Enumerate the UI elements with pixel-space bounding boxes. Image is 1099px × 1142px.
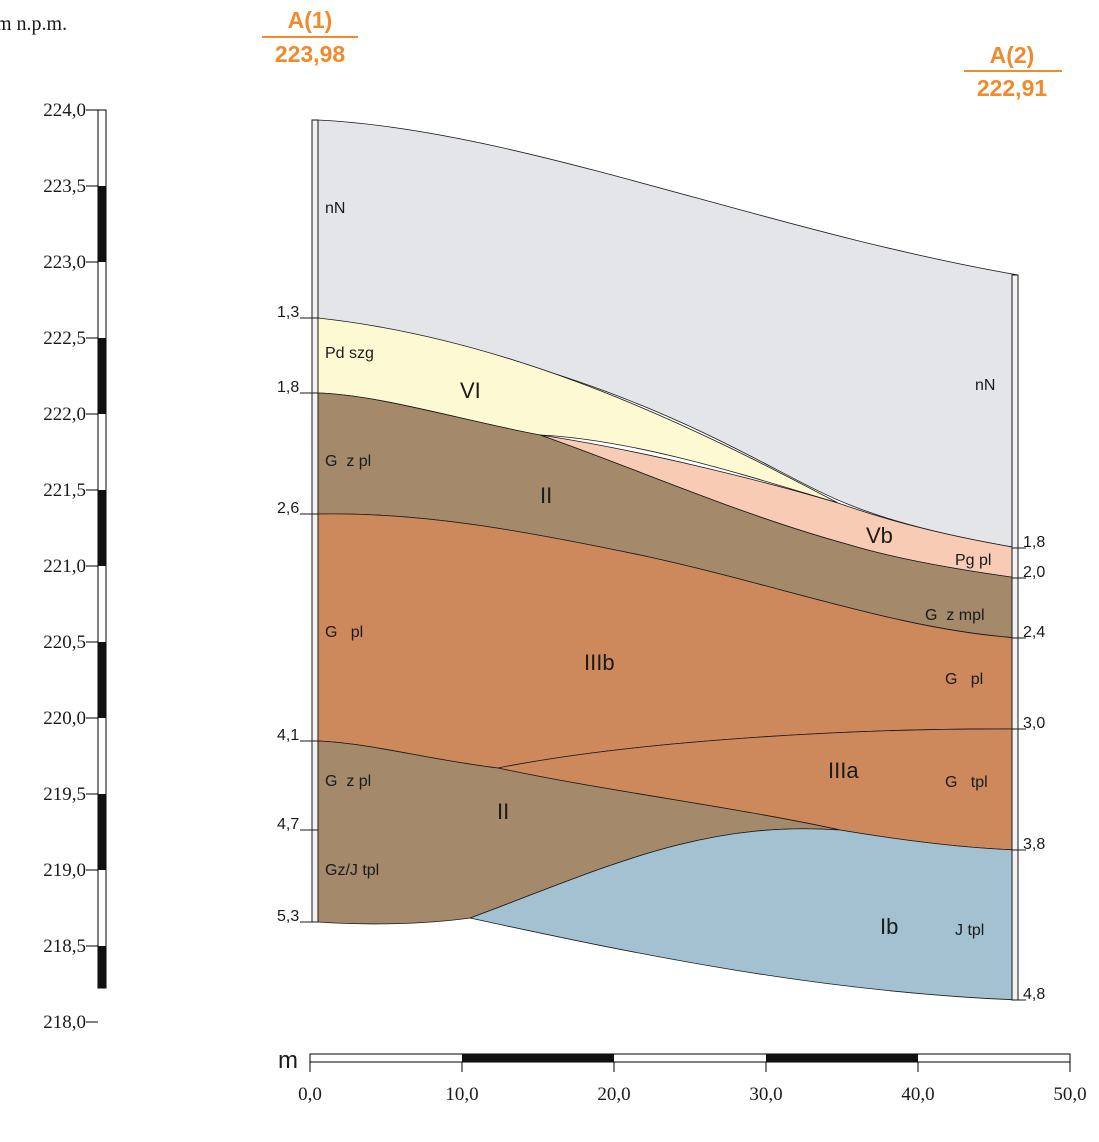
layer-numbers: VI II Vb IIIb IIIa II Ib — [460, 378, 898, 939]
elevation-tick-label: 222,0 — [43, 404, 86, 425]
depth-label: 4,1 — [277, 727, 299, 744]
layer-number: IIIb — [584, 650, 615, 675]
soil-label: nN — [325, 200, 345, 217]
right-depth-labels: 1,8 2,0 2,4 3,0 3,8 4,8 — [1023, 534, 1045, 1003]
soil-label: G z mpl — [925, 607, 985, 624]
soil-label: G pl — [945, 671, 983, 688]
elevation-tick-label: 223,5 — [43, 176, 86, 197]
soil-label: J tpl — [955, 922, 984, 939]
right-soil-labels: nN Pg pl G z mpl G pl G tpl J tpl — [925, 377, 995, 939]
depth-label: 2,4 — [1023, 624, 1045, 641]
elevation-tick-label: 221,0 — [43, 556, 86, 577]
elevation-tick-label: 219,0 — [43, 860, 86, 881]
soil-label: G z pl — [325, 773, 371, 790]
distance-tick-label: 20,0 — [597, 1084, 630, 1105]
scale-segment-black — [98, 338, 106, 414]
elevation-tick-label: 222,5 — [43, 328, 86, 349]
scale-segment-black — [98, 186, 106, 262]
borehole-elevation: 223,98 — [275, 41, 346, 67]
horizontal-unit-label: m — [278, 1047, 298, 1074]
depth-label: 1,3 — [277, 304, 299, 321]
borehole-header-A2: A(2) 222,91 — [964, 42, 1062, 101]
layer-number: Vb — [866, 523, 893, 548]
borehole-elevation: 222,91 — [977, 75, 1048, 101]
soil-label: G tpl — [945, 774, 988, 791]
depth-label: 2,0 — [1023, 564, 1045, 581]
distance-tick-label: 10,0 — [445, 1084, 478, 1105]
distance-tick-label: 0,0 — [298, 1084, 322, 1105]
scale-segment-black — [98, 794, 106, 870]
soil-label: Pg pl — [955, 552, 991, 569]
layer-number: VI — [460, 378, 481, 403]
scale-segment-black — [98, 946, 106, 988]
soil-label: nN — [975, 377, 995, 394]
elevation-tick-label: 218,0 — [43, 1012, 86, 1033]
elevation-tick-label: 223,0 — [43, 252, 86, 273]
layer-number: Ib — [880, 914, 898, 939]
depth-label: 5,3 — [277, 908, 299, 925]
distance-scale: m 0,0 10,0 20,0 30,0 40,0 50,0 — [278, 1047, 1087, 1105]
elevation-scale: m n.p.m. 224,0 223,5 223,0 222,5 222,0 221,5 2… — [0, 13, 107, 1033]
borehole-id: A(2) — [990, 42, 1035, 68]
elevation-tick-label: 218,5 — [43, 936, 86, 957]
elevation-tick-label: 221,5 — [43, 480, 86, 501]
depth-ticks — [300, 317, 1026, 1001]
depth-label: 4,8 — [1023, 986, 1045, 1003]
elevation-tick-label: 220,5 — [43, 632, 86, 653]
elevation-tick-label: 220,0 — [43, 708, 86, 729]
borehole-column-A1 — [311, 119, 319, 923]
soil-label: G z pl — [325, 453, 371, 470]
scale-segment-black — [462, 1054, 614, 1062]
borehole-id: A(1) — [288, 7, 333, 33]
scale-segment-black — [98, 490, 106, 566]
soil-label: Pd szg — [325, 345, 374, 362]
depth-label: 3,0 — [1023, 715, 1045, 732]
borehole-header-A1: A(1) 223,98 — [262, 7, 358, 67]
distance-tick-label: 40,0 — [901, 1084, 934, 1105]
soil-layers — [317, 119, 1019, 1001]
layer-Ib — [468, 828, 1019, 1001]
scale-segment-black — [766, 1054, 918, 1062]
soil-label: Gz/J tpl — [325, 862, 379, 879]
left-soil-labels: nN Pd szg G z pl G pl G z pl Gz/J tpl — [325, 200, 379, 879]
elevation-tick-label: 224,0 — [43, 100, 86, 121]
layer-number: II — [497, 799, 509, 824]
layer-number: IIIa — [828, 758, 859, 783]
depth-label: 2,6 — [277, 500, 299, 517]
distance-tick-label: 30,0 — [749, 1084, 782, 1105]
depth-label: 1,8 — [1023, 534, 1045, 551]
soil-label: G pl — [325, 624, 363, 641]
depth-label: 1,8 — [277, 379, 299, 396]
left-depth-labels: 1,3 1,8 2,6 4,1 4,7 5,3 — [277, 304, 299, 925]
distance-tick-label: 50,0 — [1053, 1084, 1086, 1105]
scale-segment-black — [98, 642, 106, 718]
distance-scale-bar — [309, 1053, 1071, 1063]
vertical-unit-label: m n.p.m. — [0, 13, 67, 35]
elevation-tick-label: 219,5 — [43, 784, 86, 805]
layer-number: II — [540, 483, 552, 508]
depth-label: 3,8 — [1023, 836, 1045, 853]
depth-label: 4,7 — [277, 816, 299, 833]
